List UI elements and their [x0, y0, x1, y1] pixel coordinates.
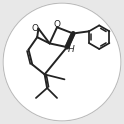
Text: O: O	[32, 24, 39, 33]
Circle shape	[3, 3, 121, 121]
Text: H: H	[67, 45, 74, 54]
Text: O: O	[54, 20, 61, 29]
